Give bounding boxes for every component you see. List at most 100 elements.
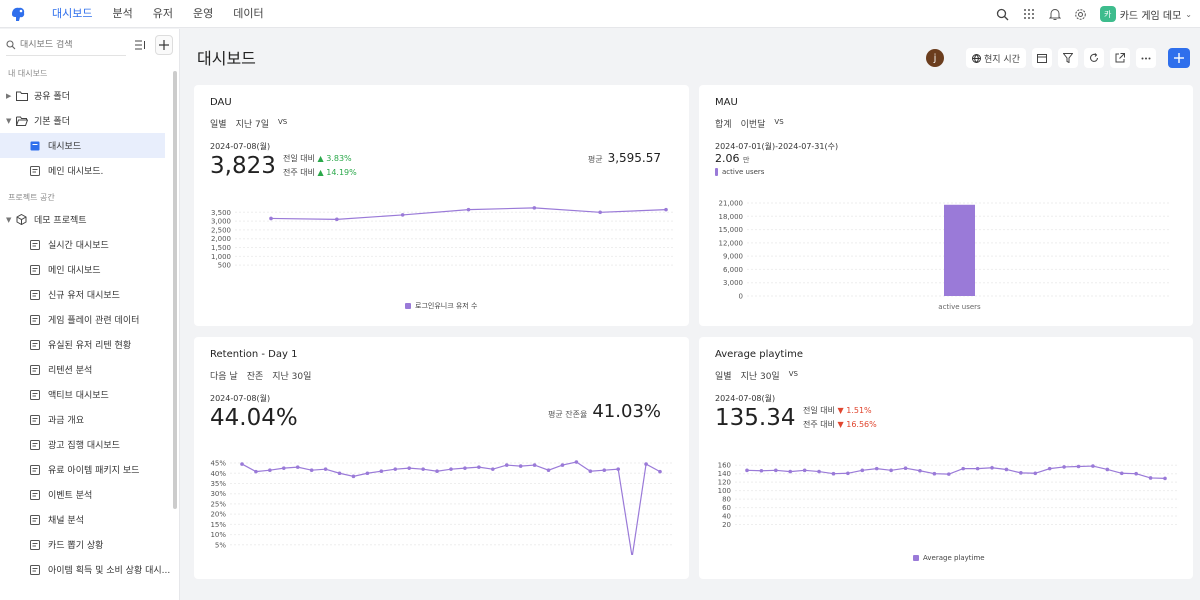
sidebar-item-project[interactable]: 실시간 대시보드 xyxy=(0,232,179,257)
bell-icon[interactable] xyxy=(1046,5,1064,23)
sidebar-item-project[interactable]: 아이템 획득 및 소비 상황 대시... xyxy=(0,557,179,582)
sidebar-item-label: 메인 대시보드 xyxy=(48,266,101,276)
folder-default[interactable]: ▼ 기본 폴더 xyxy=(0,108,179,133)
document-icon xyxy=(30,264,44,275)
document-icon xyxy=(30,314,44,325)
data-point xyxy=(1076,464,1081,469)
add-widget-button[interactable] xyxy=(1168,48,1190,68)
filter-vs[interactable]: VS xyxy=(278,118,288,126)
sidebar-item-project[interactable]: 카드 뽑기 상황 xyxy=(0,532,179,557)
avatar[interactable]: j xyxy=(926,49,945,67)
data-point xyxy=(774,468,778,473)
sidebar-item-project[interactable]: 이벤트 분석 xyxy=(0,482,179,507)
gear-icon[interactable] xyxy=(1072,5,1090,23)
sidebar-item-project[interactable]: 메인 대시보드 xyxy=(0,257,179,282)
filter-type[interactable]: 잔존 xyxy=(246,372,264,382)
dashboard-search-input[interactable] xyxy=(20,39,116,50)
dashboard-icon xyxy=(30,141,44,151)
filter-icon[interactable] xyxy=(1058,48,1078,68)
more-icon[interactable] xyxy=(1136,48,1156,68)
mau-card[interactable]: MAU 합계 이번달 VS 2024-07-01(월)-2024-07-31(수… xyxy=(699,85,1193,326)
add-dashboard-button[interactable] xyxy=(155,35,173,55)
filter-range[interactable]: 지난 7일 xyxy=(235,120,269,130)
apps-grid-icon[interactable] xyxy=(1020,5,1038,23)
filter-vs[interactable]: VS xyxy=(774,118,784,126)
playtime-card[interactable]: Average playtime 일별 지난 30일 VS 2024-07-08… xyxy=(699,337,1193,579)
sidebar-item-project[interactable]: 과금 개요 xyxy=(0,407,179,432)
sidebar: 내 대시보드 ▶ 공유 폴더 ▼ 기본 폴더 대시보드 메인 대시보드. 프로젝… xyxy=(0,29,180,600)
sidebar-item-project[interactable]: 유료 아이템 패키지 보드 xyxy=(0,457,179,482)
filter-period[interactable]: 일별 xyxy=(715,372,732,382)
filter-range[interactable]: 지난 30일 xyxy=(272,372,312,382)
globe-icon xyxy=(972,53,982,63)
calendar-icon[interactable] xyxy=(1032,48,1052,68)
metric-value: 2.06 만 xyxy=(715,152,750,165)
sidebar-item-project[interactable]: 유실된 유저 리텐 현황 xyxy=(0,332,179,357)
sidebar-item-project[interactable]: 리텐션 분석 xyxy=(0,357,179,382)
chart-legend[interactable]: 로그인유니크 유저 수 xyxy=(405,301,477,311)
sidebar-item-project[interactable]: 액티브 대시보드 xyxy=(0,382,179,407)
workspace-selector[interactable]: 카 카드 게임 데모 ⌄ xyxy=(1099,6,1192,22)
y-tick-label: 100 xyxy=(718,487,731,495)
local-time-button[interactable]: 현지 시간 xyxy=(966,48,1026,68)
filter-period[interactable]: 일별 xyxy=(210,120,227,130)
nav-data[interactable]: 데이터 xyxy=(233,6,264,20)
sidebar-item-project[interactable]: 신규 유저 대시보드 xyxy=(0,282,179,307)
filter-range[interactable]: 이번달 xyxy=(740,120,766,130)
dau-card[interactable]: DAU 일별 지난 7일 VS 2024-07-08(월) 3,823 전일 대… xyxy=(194,85,689,326)
chart-legend[interactable]: Average playtime xyxy=(913,554,985,562)
retention-card[interactable]: Retention - Day 1 다음 날 잔존 지난 30일 2024-07… xyxy=(194,337,689,579)
share-icon[interactable] xyxy=(1110,48,1130,68)
document-icon xyxy=(30,339,44,350)
nav-analysis[interactable]: 분석 xyxy=(112,6,133,20)
data-point xyxy=(1091,464,1095,468)
data-point xyxy=(407,466,411,470)
series-line xyxy=(241,461,661,555)
data-point xyxy=(975,466,980,471)
page-title: 대시보드 xyxy=(197,49,256,68)
y-tick-label: 1,500 xyxy=(211,244,231,252)
sidebar-item-main-dashboard[interactable]: 메인 대시보드. xyxy=(0,158,179,183)
data-point xyxy=(532,463,537,467)
folder-shared[interactable]: ▶ 공유 폴더 xyxy=(0,83,179,108)
filter-range[interactable]: 지난 30일 xyxy=(740,372,780,382)
data-point xyxy=(1019,471,1023,475)
data-point xyxy=(504,463,509,467)
nav-users[interactable]: 유저 xyxy=(152,6,173,20)
project-demo[interactable]: ▼ 데모 프로젝트 xyxy=(0,207,179,232)
metric-average: 평균 잔존율 41.03% xyxy=(548,401,661,422)
filter-period[interactable]: 합계 xyxy=(715,120,732,130)
sidebar-scrollbar[interactable] xyxy=(173,71,177,509)
sort-list-icon[interactable] xyxy=(132,35,149,55)
y-tick-label: 140 xyxy=(718,470,731,478)
sidebar-item-project[interactable]: 채널 분석 xyxy=(0,507,179,532)
metric-comparison: 전일 대비 ▼ 1.51% 전주 대비 ▼ 16.56% xyxy=(803,406,877,429)
data-point xyxy=(874,466,879,471)
nav-operations[interactable]: 운영 xyxy=(192,6,214,20)
folder-icon xyxy=(16,91,30,101)
refresh-icon[interactable] xyxy=(1084,48,1104,68)
data-point xyxy=(602,468,607,472)
sidebar-item-project[interactable]: 광고 집행 대시보드 xyxy=(0,432,179,457)
data-point xyxy=(240,462,244,466)
data-point xyxy=(1163,476,1167,481)
filter-day[interactable]: 다음 날 xyxy=(210,372,238,382)
metric-value: 44.04% xyxy=(210,405,298,431)
metric-date: 2024-07-08(월) xyxy=(210,142,271,151)
card-filters: 다음 날 잔존 지난 30일 xyxy=(210,369,320,382)
card-title: Average playtime xyxy=(715,349,804,360)
sidebar-item-project[interactable]: 게임 플레이 관련 데이터 xyxy=(0,307,179,332)
app-logo[interactable] xyxy=(8,4,28,24)
y-tick-label: 5% xyxy=(215,541,226,549)
y-tick-label: 25% xyxy=(210,500,226,508)
y-tick-label: 40% xyxy=(210,470,226,478)
mau-series-label: active users xyxy=(715,168,764,176)
sidebar-item-dashboard[interactable]: 대시보드 xyxy=(0,133,165,158)
y-tick-label: 9,000 xyxy=(723,253,743,261)
nav-dashboard[interactable]: 대시보드 xyxy=(52,6,93,20)
search-icon[interactable] xyxy=(994,5,1012,23)
data-point xyxy=(860,468,865,473)
filter-vs[interactable]: VS xyxy=(788,370,798,378)
data-point xyxy=(477,465,481,469)
